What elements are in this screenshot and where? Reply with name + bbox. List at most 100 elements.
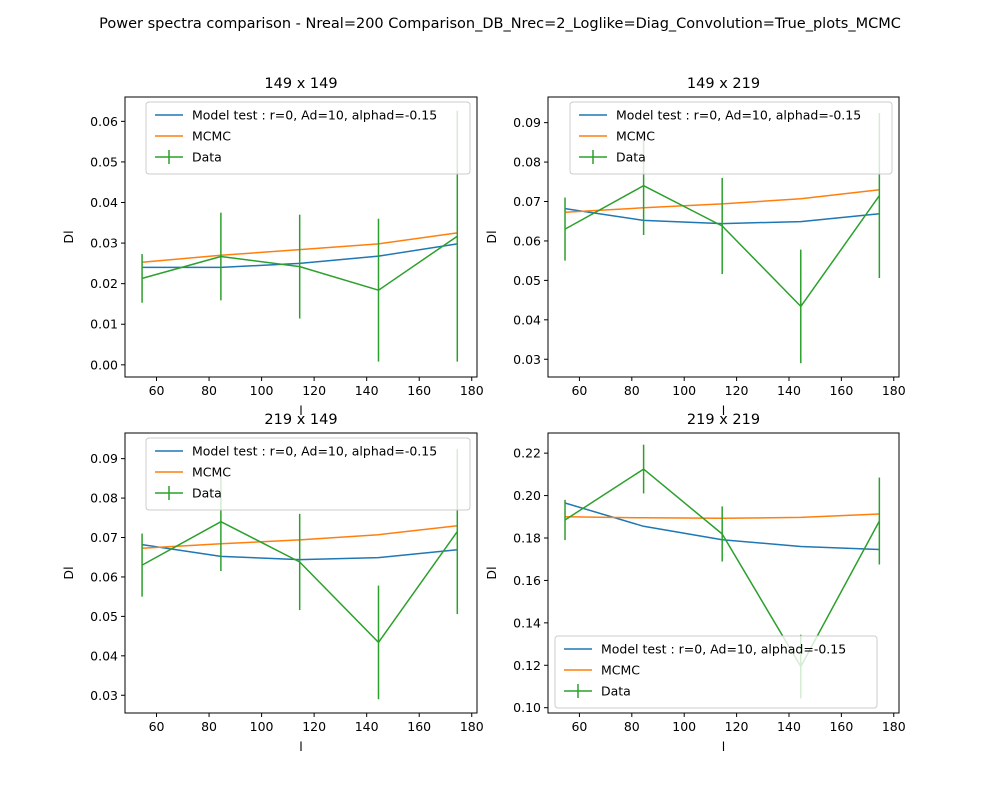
legend-label: MCMC [192, 465, 231, 480]
panel-149x149: 149 x 149 l Dl 60 80 100 120 140 160 180 0.00 0.… [61, 76, 484, 418]
x-tick-label: 100 [250, 383, 274, 398]
figure-title: Power spectra comparison - Nreal=200 Com… [99, 16, 901, 32]
legend-box [569, 101, 893, 175]
legend-label: Model test : r=0, Ad=10, alphad=-0.15 [601, 642, 846, 657]
y-axis-label: Dl [61, 230, 76, 243]
axes-frame [124, 96, 478, 378]
plot-area [564, 113, 881, 364]
legend-box [554, 635, 878, 709]
data-series-line [564, 184, 881, 308]
legend-label: Data [601, 684, 631, 699]
axes-frame [547, 96, 900, 378]
x-tick-label: 120 [725, 383, 749, 398]
y-tick-label: 0.04 [90, 195, 118, 210]
y-tick-label: 0.22 [513, 446, 541, 461]
y-tick-label: 0.12 [513, 658, 541, 673]
y-tick-label: 0.00 [90, 357, 118, 372]
y-tick-label: 0.07 [513, 194, 541, 209]
data-series-line [141, 235, 458, 291]
y-tick-label: 0.07 [90, 530, 118, 545]
data-series-line [141, 520, 458, 644]
y-tick-label: 0.10 [513, 700, 541, 715]
x-tick-label: 80 [201, 383, 217, 398]
x-tick-label: 80 [624, 719, 640, 734]
x-tick-label: 160 [407, 383, 431, 398]
x-axis-label: l [722, 739, 725, 754]
x-tick-label: 80 [201, 719, 217, 734]
x-tick-label: 100 [672, 383, 696, 398]
panel-title: 149 x 149 [264, 76, 337, 92]
y-tick-label: 0.16 [513, 573, 541, 588]
x-tick-label: 60 [571, 383, 587, 398]
x-axis-label: l [722, 403, 725, 418]
y-tick-label: 0.03 [90, 236, 118, 251]
y-axis-label: Dl [484, 566, 499, 579]
x-tick-label: 140 [355, 719, 379, 734]
y-tick-label: 0.02 [90, 276, 118, 291]
y-tick-label: 0.05 [513, 273, 541, 288]
panel-219x219: 219 x 219 l Dl 60 80 100 120 140 160 180 0.10 0.… [484, 412, 906, 754]
legend: Model test : r=0, Ad=10, alphad=-0.15 MCM… [145, 437, 471, 511]
x-tick-label: 160 [829, 719, 853, 734]
x-tick-label: 60 [149, 383, 165, 398]
plot-area [564, 444, 881, 699]
legend-label: Model test : r=0, Ad=10, alphad=-0.15 [616, 108, 861, 123]
legend-label: MCMC [616, 129, 655, 144]
legend: Model test : r=0, Ad=10, alphad=-0.15 MCM… [554, 635, 878, 709]
legend-box [145, 101, 471, 175]
x-tick-label: 120 [302, 719, 326, 734]
panel-219x149: 219 x 149 l Dl 60 80 100 120 140 160 180 0.03 0.… [61, 412, 484, 754]
y-tick-label: 0.03 [513, 352, 541, 367]
y-tick-label: 0.05 [90, 154, 118, 169]
y-tick-label: 0.06 [513, 233, 541, 248]
y-tick-label: 0.09 [90, 451, 118, 466]
y-tick-label: 0.18 [513, 531, 541, 546]
panel-149x219: 149 x 219 l Dl 60 80 100 120 140 160 180 0.03 0.… [484, 76, 906, 418]
y-tick-label: 0.08 [90, 491, 118, 506]
x-tick-label: 140 [777, 383, 801, 398]
panel-title: 149 x 219 [687, 76, 760, 92]
panel-title: 219 x 219 [687, 412, 760, 428]
x-tick-label: 60 [149, 719, 165, 734]
y-tick-label: 0.04 [90, 648, 118, 663]
y-tick-label: 0.08 [513, 155, 541, 170]
x-tick-label: 180 [882, 719, 906, 734]
y-tick-label: 0.01 [90, 317, 118, 332]
x-tick-label: 160 [829, 383, 853, 398]
panel-title: 219 x 149 [264, 412, 337, 428]
y-axis-label: Dl [484, 230, 499, 243]
x-tick-label: 80 [624, 383, 640, 398]
y-tick-label: 0.06 [90, 569, 118, 584]
x-tick-label: 180 [460, 719, 484, 734]
x-tick-label: 60 [571, 719, 587, 734]
y-tick-label: 0.03 [90, 688, 118, 703]
y-tick-label: 0.06 [90, 114, 118, 129]
x-axis-label: l [299, 403, 302, 418]
legend-label: Data [616, 150, 646, 165]
x-tick-label: 100 [672, 719, 696, 734]
legend: Model test : r=0, Ad=10, alphad=-0.15 MCM… [569, 101, 893, 175]
x-tick-label: 180 [882, 383, 906, 398]
legend-label: Model test : r=0, Ad=10, alphad=-0.15 [192, 444, 437, 459]
legend-label: Data [192, 486, 222, 501]
axes-frame [124, 432, 478, 714]
x-tick-label: 120 [725, 719, 749, 734]
axes-frame [547, 432, 900, 714]
x-tick-label: 100 [250, 719, 274, 734]
y-axis-label: Dl [61, 566, 76, 579]
x-tick-label: 180 [460, 383, 484, 398]
data-series-line [564, 468, 881, 668]
y-tick-label: 0.05 [90, 609, 118, 624]
y-tick-label: 0.20 [513, 488, 541, 503]
y-tick-label: 0.14 [513, 615, 541, 630]
x-tick-label: 140 [777, 719, 801, 734]
legend: Model test : r=0, Ad=10, alphad=-0.15 MCM… [145, 101, 471, 175]
x-axis-label: l [299, 739, 302, 754]
legend-label: Data [192, 150, 222, 165]
legend-label: MCMC [192, 129, 231, 144]
x-tick-label: 160 [407, 719, 431, 734]
legend-label: MCMC [601, 663, 640, 678]
y-tick-label: 0.04 [513, 312, 541, 327]
y-tick-label: 0.09 [513, 115, 541, 130]
